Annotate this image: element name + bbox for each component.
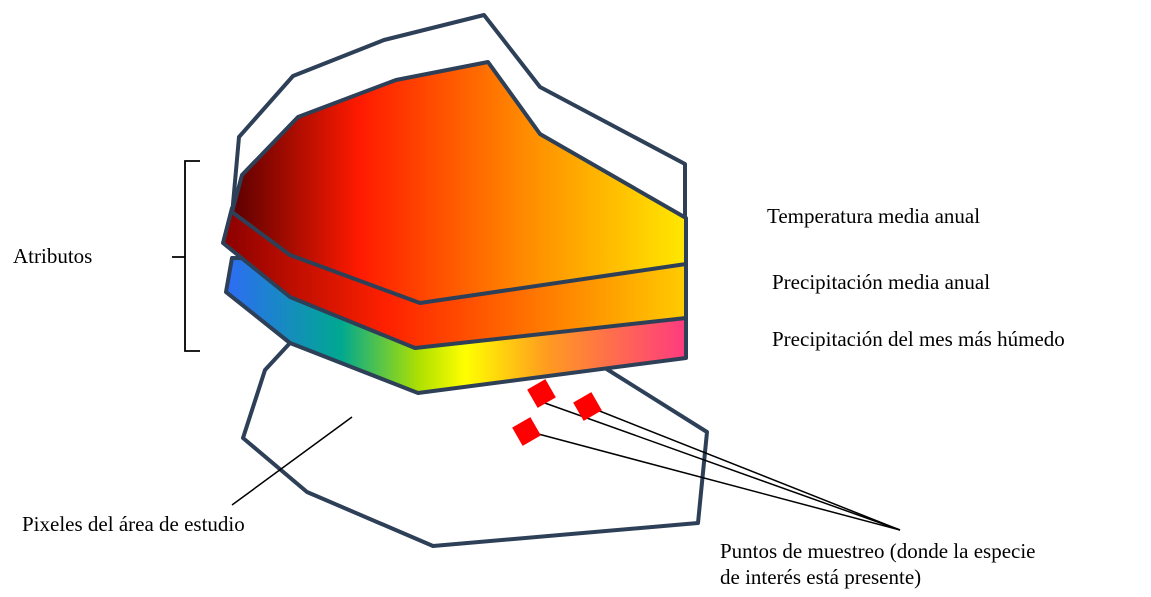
pixels-leader-line	[231, 416, 353, 506]
sample-point	[573, 392, 602, 421]
points-leader-line-3	[586, 405, 901, 531]
sample-point	[527, 379, 556, 408]
top-layer-outline	[230, 13, 687, 220]
layer-temp	[230, 60, 688, 305]
sample-points-label-line2: de interés está presente)	[720, 565, 921, 589]
layer-precip-label: Precipitación media anual	[772, 270, 990, 294]
layer-temp-label: Temperatura media anual	[767, 204, 980, 228]
sample-points-label-line1: Puntos de muestreo (donde la especie	[720, 539, 1036, 563]
sample-point	[512, 417, 541, 446]
study-area-label: Pixeles del área de estudio	[22, 512, 245, 536]
study-area-outline	[241, 341, 709, 548]
layer-precip-humid-label: Precipitación del mes más húmedo	[772, 327, 1065, 351]
points-leader-line-1	[526, 430, 901, 531]
points-leader-line-2	[541, 401, 901, 531]
attributes-brace	[172, 160, 200, 352]
attributes-label: Atributos	[13, 244, 92, 268]
